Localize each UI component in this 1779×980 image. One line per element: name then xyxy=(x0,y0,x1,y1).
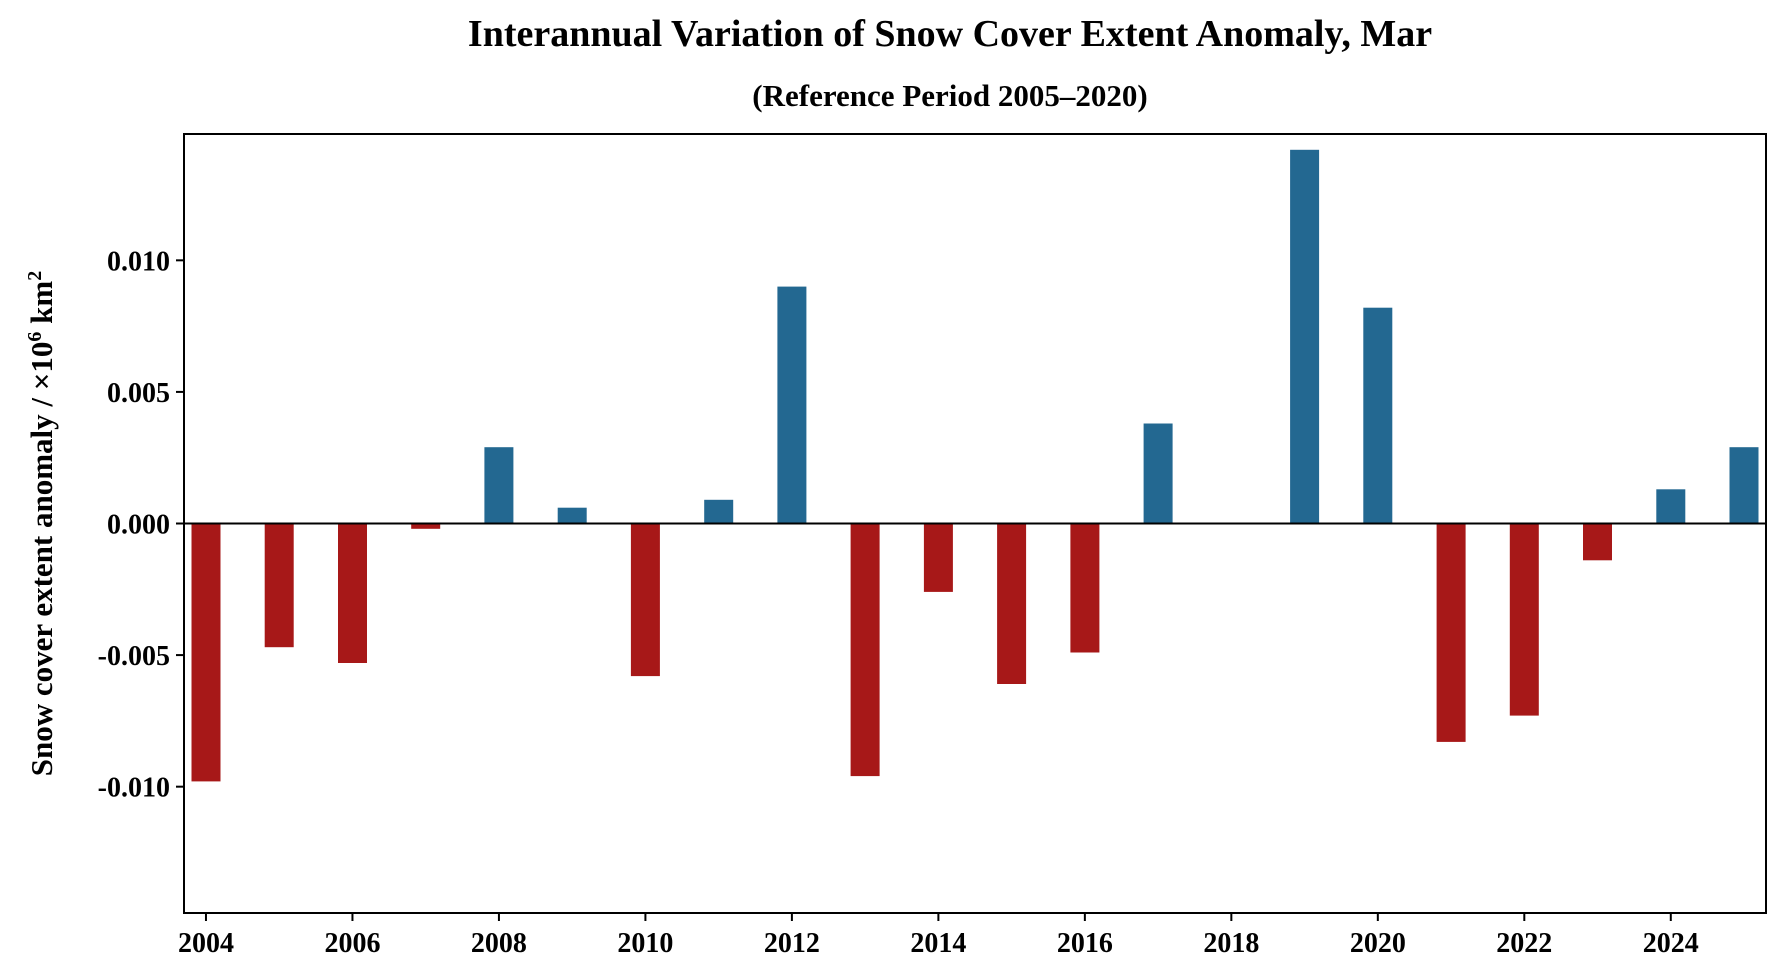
x-tick-label: 2020 xyxy=(1350,928,1406,959)
bar-2012 xyxy=(777,286,807,524)
bar-2010 xyxy=(630,523,660,677)
bar-2015 xyxy=(997,523,1027,684)
x-tick-label: 2016 xyxy=(1057,928,1113,959)
x-tick-label: 2014 xyxy=(910,928,966,959)
y-tick-label: -0.005 xyxy=(98,641,170,672)
bar-2020 xyxy=(1363,307,1393,524)
bar-2022 xyxy=(1509,523,1539,716)
bar-2014 xyxy=(923,523,953,592)
bar-2009 xyxy=(557,507,587,524)
x-tick-label: 2010 xyxy=(617,928,673,959)
x-tick-label: 2004 xyxy=(178,928,234,959)
bar-2019 xyxy=(1290,149,1320,524)
y-tick-label: 0.010 xyxy=(107,246,170,277)
bar-2021 xyxy=(1436,523,1466,742)
x-tick-label: 2008 xyxy=(471,928,527,959)
y-axis-label: Snow cover extent anomaly / ×106 km2 xyxy=(24,271,59,777)
bar-2025 xyxy=(1729,447,1759,524)
bar-2013 xyxy=(850,523,880,777)
chart-title: Interannual Variation of Snow Cover Exte… xyxy=(467,13,1433,55)
x-tick-label: 2012 xyxy=(764,928,820,959)
x-tick-label: 2018 xyxy=(1203,928,1259,959)
bar-2008 xyxy=(484,447,514,524)
y-tick-label: 0.005 xyxy=(107,378,170,409)
bar-2006 xyxy=(338,523,367,663)
bar-2017 xyxy=(1143,423,1173,524)
x-tick-label: 2024 xyxy=(1643,928,1699,959)
bar-2016 xyxy=(1070,523,1100,653)
chart-subtitle: (Reference Period 2005–2020) xyxy=(752,78,1148,113)
bar-2007 xyxy=(411,523,441,529)
bar-2011 xyxy=(704,499,734,524)
bar-2023 xyxy=(1583,523,1612,561)
bar-2024 xyxy=(1656,489,1686,524)
bar-2005 xyxy=(264,523,294,648)
bar-2004 xyxy=(191,523,221,782)
y-tick-label: 0.000 xyxy=(107,510,170,541)
x-tick-label: 2006 xyxy=(324,928,380,959)
x-tick-label: 2022 xyxy=(1496,928,1552,959)
y-tick-label: -0.010 xyxy=(98,773,170,804)
